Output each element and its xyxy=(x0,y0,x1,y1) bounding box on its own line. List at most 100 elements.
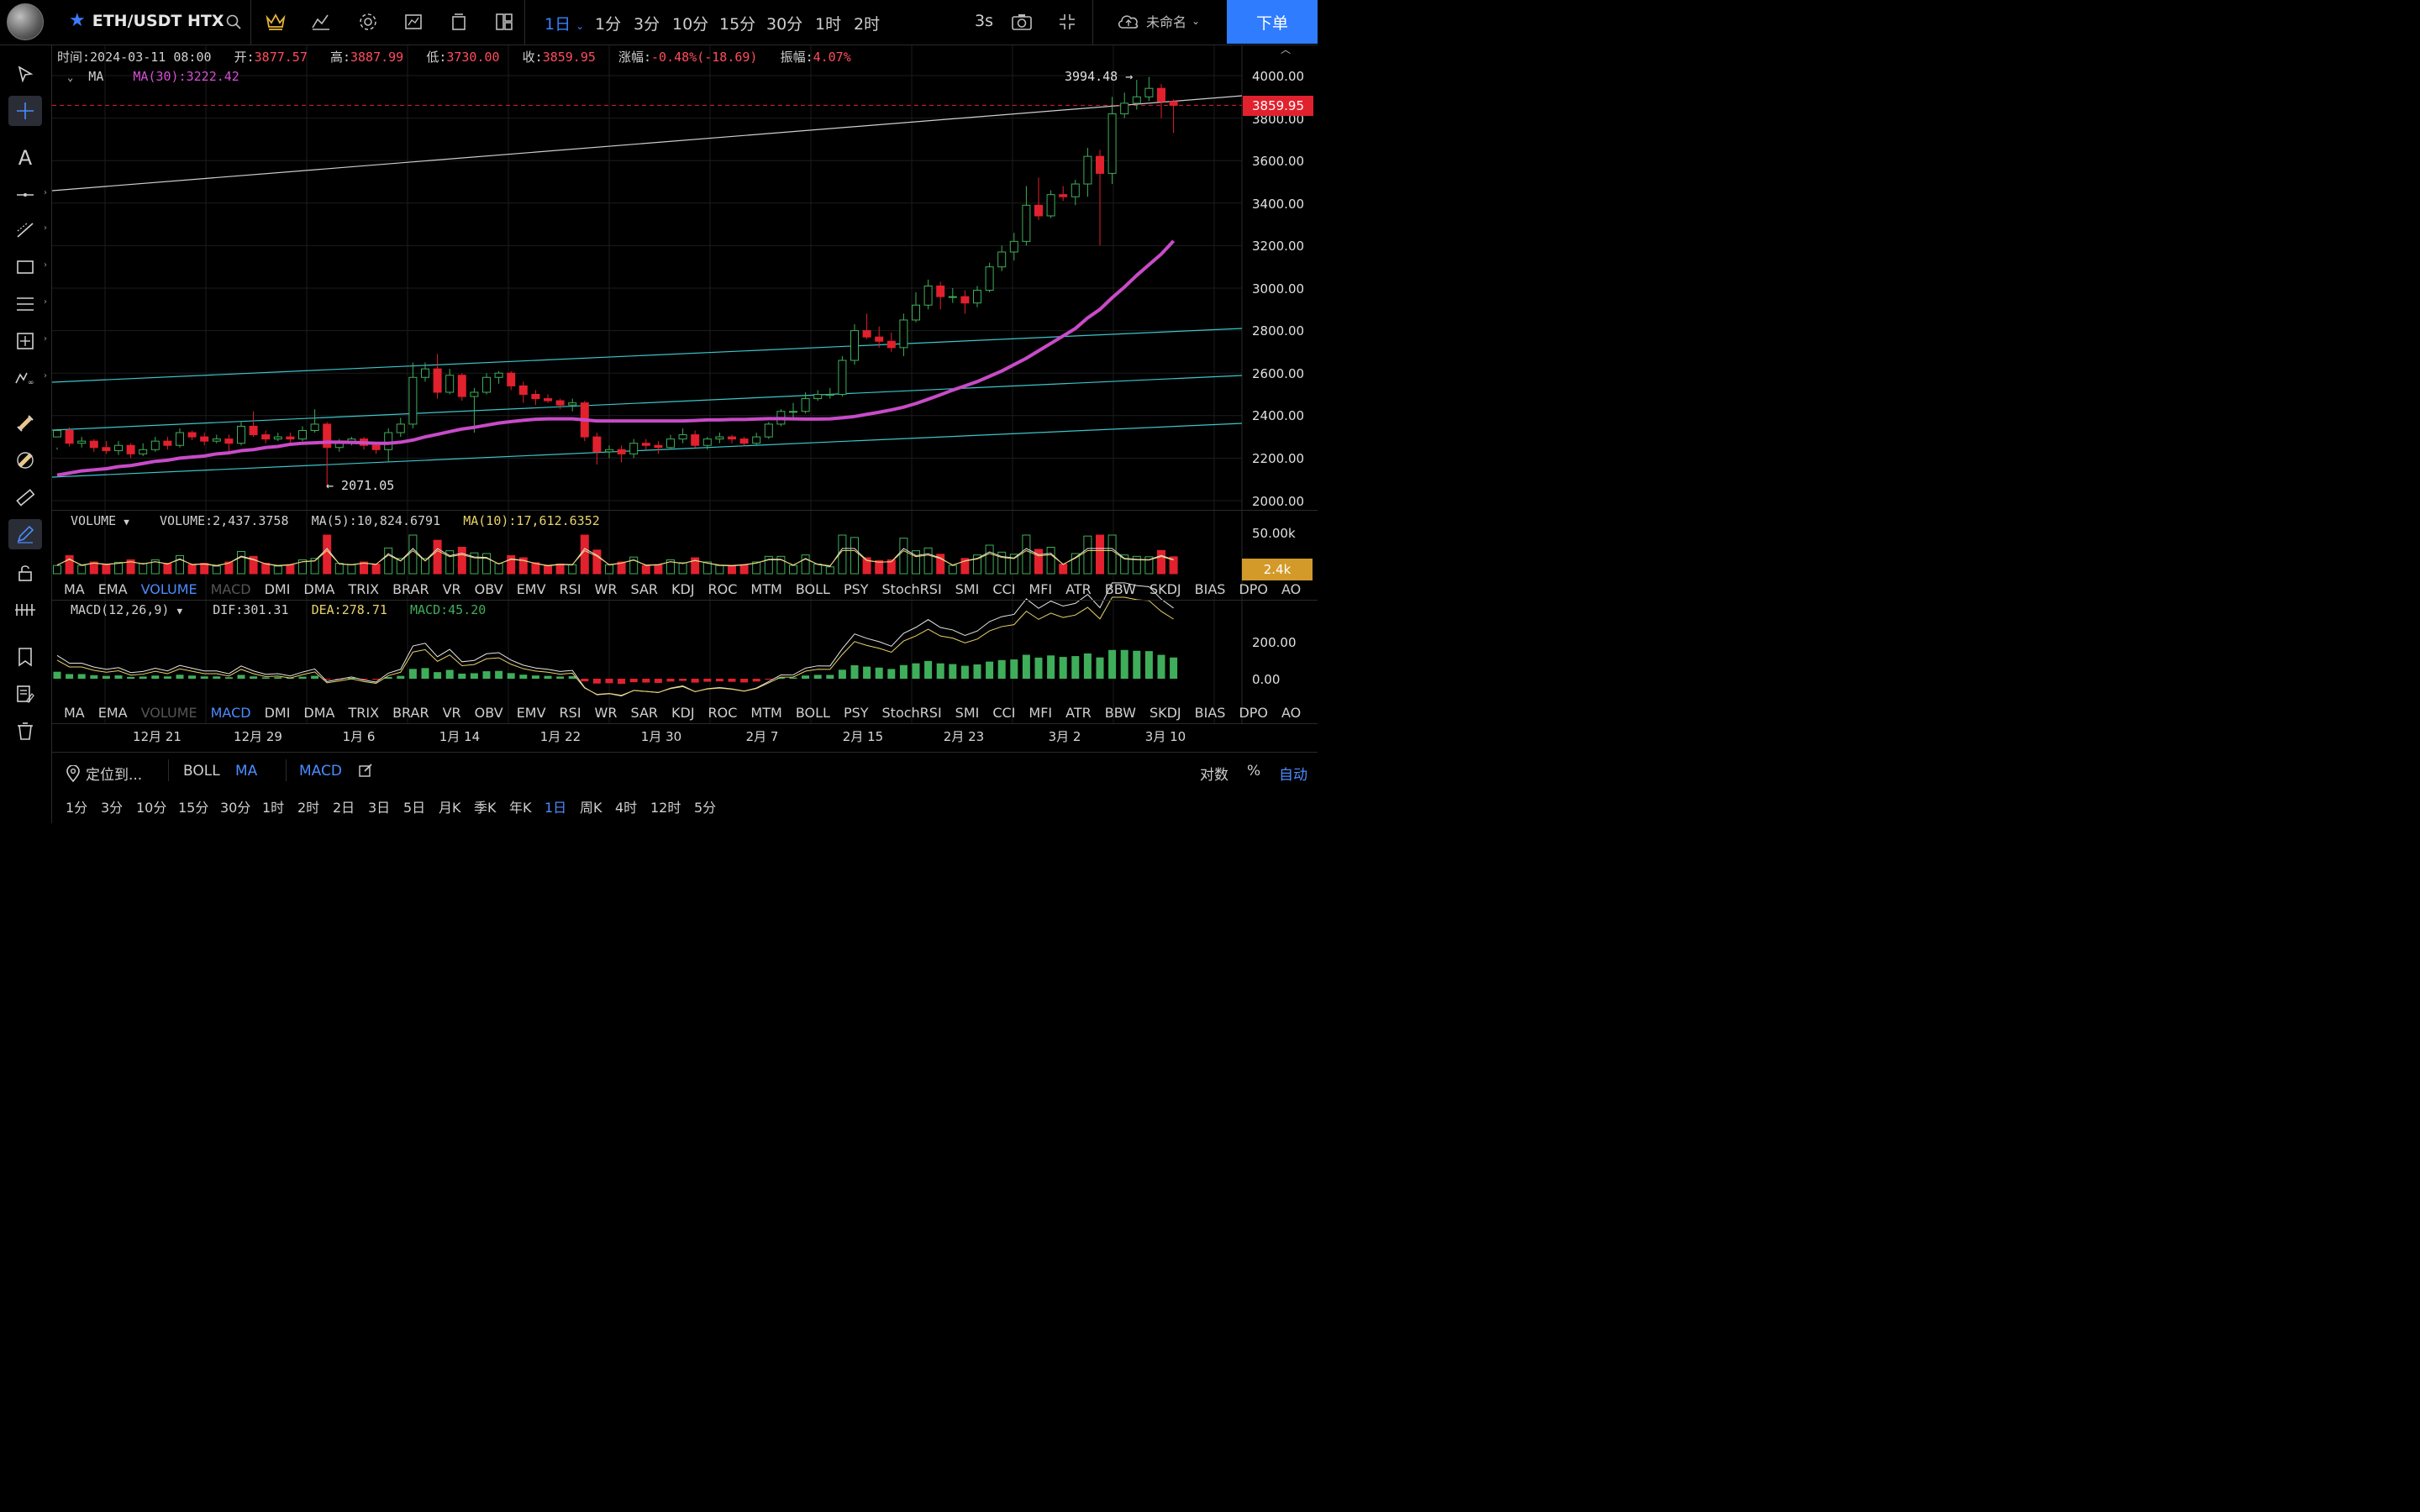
indicator-tab-volume[interactable]: VOLUME xyxy=(140,705,197,721)
indicator-tab-roc[interactable]: ROC xyxy=(708,705,738,721)
indicator-tab-ao[interactable]: AO xyxy=(1281,705,1302,721)
indicator-tab-macd[interactable]: MACD xyxy=(210,705,251,721)
log-scale-toggle[interactable]: 对数 xyxy=(1200,767,1228,784)
period-option[interactable]: 2日 xyxy=(333,800,355,816)
chevron-down-icon[interactable]: ⌄ xyxy=(67,71,74,83)
indicator-tab-cci[interactable]: CCI xyxy=(992,705,1016,721)
macd-legend[interactable]: MACD(12,26,9) ▼ DIF:301.31 DEA:278.71 MA… xyxy=(71,602,487,617)
chart-template-icon[interactable] xyxy=(402,10,425,34)
indicator-tab-atr[interactable]: ATR xyxy=(1065,705,1092,721)
indicator-tab-mfi[interactable]: MFI xyxy=(1028,581,1053,597)
ruler-icon[interactable] xyxy=(8,482,42,512)
fullscreen-icon[interactable] xyxy=(1055,10,1079,34)
indicator-tab-rsi[interactable]: RSI xyxy=(559,705,581,721)
cloud-layout-selector[interactable]: 未命名 ⌄ xyxy=(1116,11,1200,31)
indicator-tab-trix[interactable]: TRIX xyxy=(348,581,380,597)
indicator-tab-bbw[interactable]: BBW xyxy=(1104,581,1136,597)
indicator-tab-ema[interactable]: EMA xyxy=(97,581,128,597)
period-option[interactable]: 4时 xyxy=(615,800,638,816)
edit-indicators-icon[interactable] xyxy=(358,763,373,782)
period-option[interactable]: 1时 xyxy=(262,800,285,816)
trend-line-icon[interactable]: › xyxy=(8,215,47,245)
layout-split-icon[interactable] xyxy=(492,10,516,34)
indicator-tab-psy[interactable]: PSY xyxy=(843,581,869,597)
bookmark-icon[interactable] xyxy=(8,642,42,672)
timeframe-30m[interactable]: 30分 xyxy=(766,15,803,34)
visibility-toggle-icon[interactable] xyxy=(8,595,42,625)
copy-layout-icon[interactable] xyxy=(447,10,471,34)
indicator-tab-emv[interactable]: EMV xyxy=(516,705,546,721)
favorite-star-icon[interactable]: ★ xyxy=(69,10,86,31)
boll-toggle[interactable]: BOLL xyxy=(183,763,220,780)
indicator-tab-atr[interactable]: ATR xyxy=(1065,581,1092,597)
trash-icon[interactable] xyxy=(8,716,42,746)
ma-legend[interactable]: ⌄ MA MA(30):3222.42 xyxy=(67,69,239,84)
wave-pattern-icon[interactable]: ∞ › xyxy=(8,363,47,393)
indicator-tab-roc[interactable]: ROC xyxy=(708,581,738,597)
indicator-tab-ma[interactable]: MA xyxy=(64,705,85,721)
indicator-tab-sar[interactable]: SAR xyxy=(630,581,658,597)
indicator-tab-obv[interactable]: OBV xyxy=(474,581,503,597)
collapse-arrow-icon[interactable]: ︿ xyxy=(1280,44,1291,55)
indicator-tab-bbw[interactable]: BBW xyxy=(1104,705,1136,721)
indicator-tab-bias[interactable]: BIAS xyxy=(1194,705,1226,721)
indicator-tab-mtm[interactable]: MTM xyxy=(750,581,782,597)
indicator-tab-vr[interactable]: VR xyxy=(442,705,461,721)
settings-gear-icon[interactable] xyxy=(356,10,380,34)
cursor-arrow-icon[interactable] xyxy=(8,59,42,89)
volume-legend[interactable]: VOLUME ▼ VOLUME:2,437.3758 MA(5):10,824.… xyxy=(71,513,600,528)
timeframe-1m[interactable]: 1分 xyxy=(595,15,622,34)
percent-scale-toggle[interactable]: % xyxy=(1247,763,1261,780)
indicator-tab-kdj[interactable]: KDJ xyxy=(671,705,695,721)
period-option[interactable]: 季K xyxy=(474,800,497,816)
period-option[interactable]: 15分 xyxy=(178,800,209,816)
indicator-tab-dma[interactable]: DMA xyxy=(303,581,335,597)
indicator-tab-ma[interactable]: MA xyxy=(64,581,85,597)
timeframe-10m[interactable]: 10分 xyxy=(672,15,709,34)
indicator-tab-dma[interactable]: DMA xyxy=(303,705,335,721)
indicator-tab-macd[interactable]: MACD xyxy=(210,581,251,597)
timeframe-1h[interactable]: 1时 xyxy=(815,15,842,34)
brush-draw-icon[interactable] xyxy=(8,519,42,549)
strong-magnet-icon[interactable] xyxy=(8,445,42,475)
period-option[interactable]: 10分 xyxy=(136,800,167,816)
indicator-icon[interactable] xyxy=(309,10,333,34)
indicator-tab-dpo[interactable]: DPO xyxy=(1239,581,1268,597)
timeframe-3m[interactable]: 3分 xyxy=(634,15,660,34)
indicator-tab-brar[interactable]: BRAR xyxy=(392,581,429,597)
indicator-tab-stochrsi[interactable]: StochRSI xyxy=(881,581,942,597)
timeframe-2h[interactable]: 2时 xyxy=(854,15,881,34)
indicator-tab-bias[interactable]: BIAS xyxy=(1194,581,1226,597)
macd-toggle[interactable]: MACD xyxy=(299,763,342,780)
indicator-tab-wr[interactable]: WR xyxy=(594,705,618,721)
period-option[interactable]: 5分 xyxy=(694,800,717,816)
indicator-tab-smi[interactable]: SMI xyxy=(955,705,980,721)
locate-button[interactable]: 定位到... xyxy=(66,763,142,784)
indicator-tab-dmi[interactable]: DMI xyxy=(264,581,291,597)
indicator-tab-vr[interactable]: VR xyxy=(442,581,461,597)
period-option[interactable]: 1日 xyxy=(544,800,567,816)
edit-list-icon[interactable] xyxy=(8,679,42,709)
indicator-tab-smi[interactable]: SMI xyxy=(955,581,980,597)
measure-box-icon[interactable]: › xyxy=(8,326,47,356)
ma-toggle[interactable]: MA xyxy=(235,763,258,780)
indicator-tab-mtm[interactable]: MTM xyxy=(750,705,782,721)
period-option[interactable]: 3日 xyxy=(368,800,391,816)
indicator-tab-kdj[interactable]: KDJ xyxy=(671,581,695,597)
indicator-tab-mfi[interactable]: MFI xyxy=(1028,705,1053,721)
indicator-tab-boll[interactable]: BOLL xyxy=(795,705,830,721)
indicator-tab-stochrsi[interactable]: StochRSI xyxy=(881,705,942,721)
indicator-tab-volume[interactable]: VOLUME xyxy=(140,581,197,597)
refresh-interval[interactable]: 3s xyxy=(975,12,993,30)
indicator-tab-emv[interactable]: EMV xyxy=(516,581,546,597)
magnet-icon[interactable] xyxy=(8,408,42,438)
camera-icon[interactable] xyxy=(1010,10,1034,34)
indicator-tab-dmi[interactable]: DMI xyxy=(264,705,291,721)
indicator-tab-boll[interactable]: BOLL xyxy=(795,581,830,597)
price-chart[interactable] xyxy=(52,45,1318,726)
indicator-tab-ema[interactable]: EMA xyxy=(97,705,128,721)
indicator-tab-skdj[interactable]: SKDJ xyxy=(1149,705,1181,721)
text-tool-icon[interactable]: A xyxy=(18,146,33,170)
indicator-tab-cci[interactable]: CCI xyxy=(992,581,1016,597)
period-option[interactable]: 2时 xyxy=(297,800,320,816)
